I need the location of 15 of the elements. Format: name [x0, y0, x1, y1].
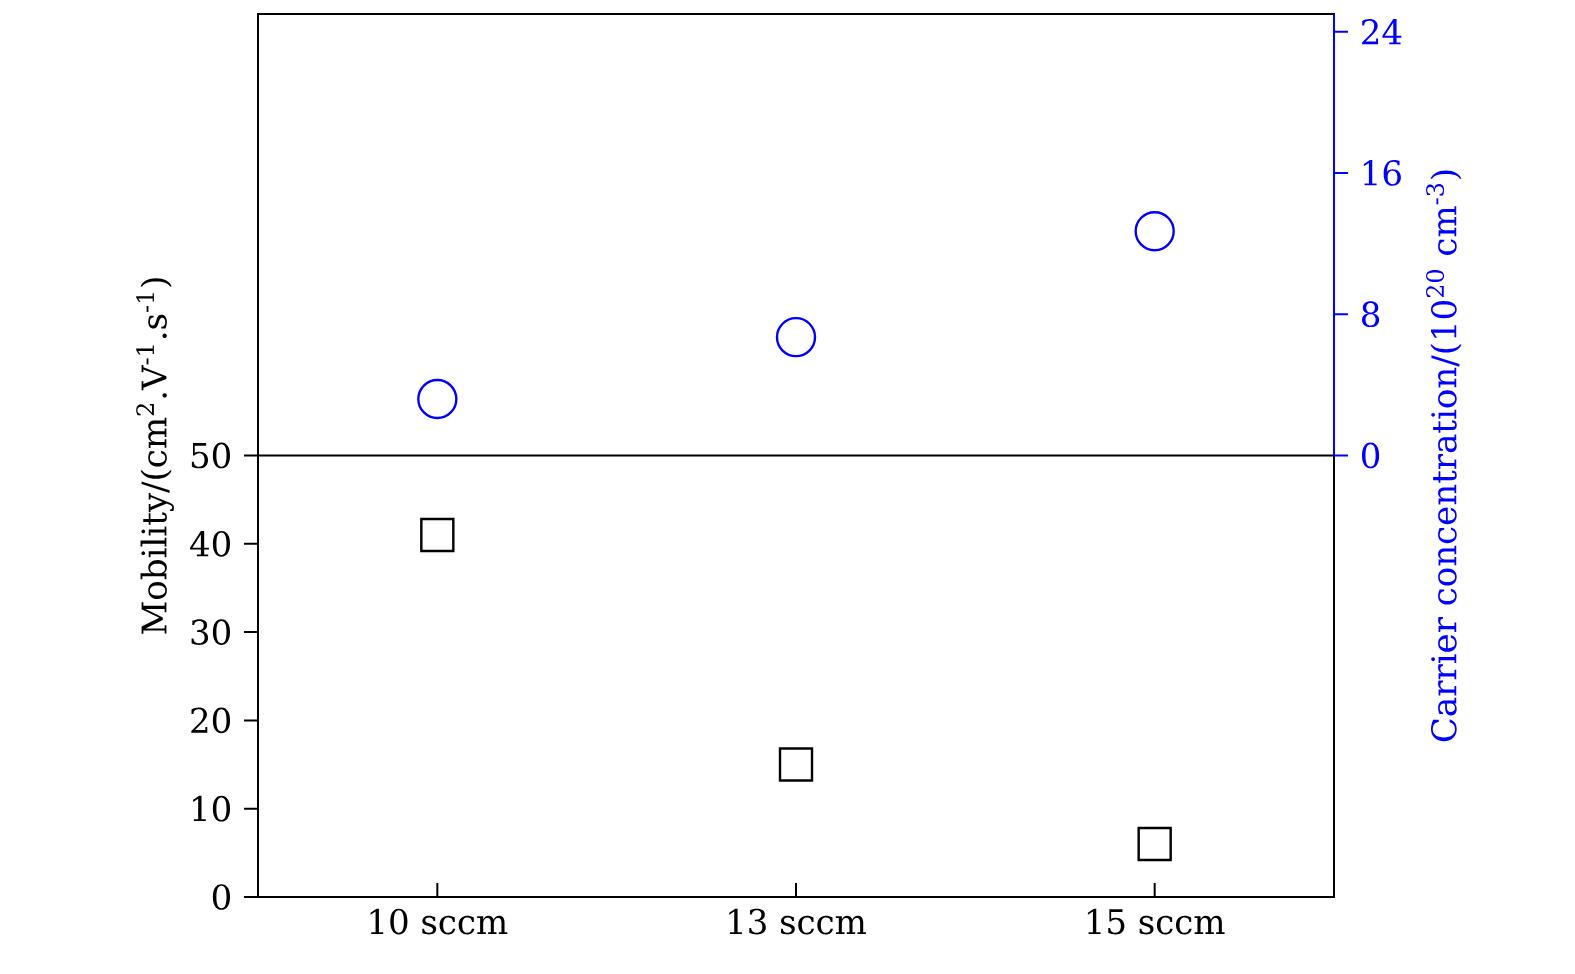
y-tick-label: 0	[212, 884, 231, 910]
x-tick-label: 13 sccm	[729, 908, 866, 935]
x-tick-label: 10 sccm	[370, 908, 508, 935]
y-axis-title: Mobility/(cm$^{2}$.V$^{-1}$.s$^{-1}$)	[136, 278, 174, 634]
y-tick-label: 20	[191, 707, 230, 734]
y2-tick-label: 0	[1362, 442, 1380, 469]
y-tick-label: 50	[191, 442, 230, 469]
y-tick-label: 10	[193, 795, 230, 822]
y-tick-label: 40	[190, 530, 230, 557]
y2-tick-label: 24	[1362, 19, 1402, 45]
y2-tick-label: 16	[1363, 160, 1401, 186]
y2-tick-label: 8	[1362, 301, 1380, 328]
y-tick-label: 30	[191, 619, 230, 645]
x-tick-label: 15 sccm	[1087, 908, 1225, 935]
y2-axis-title: Carrier concentration/(10$^{20}$ cm$^{-3}$)	[1426, 170, 1462, 742]
